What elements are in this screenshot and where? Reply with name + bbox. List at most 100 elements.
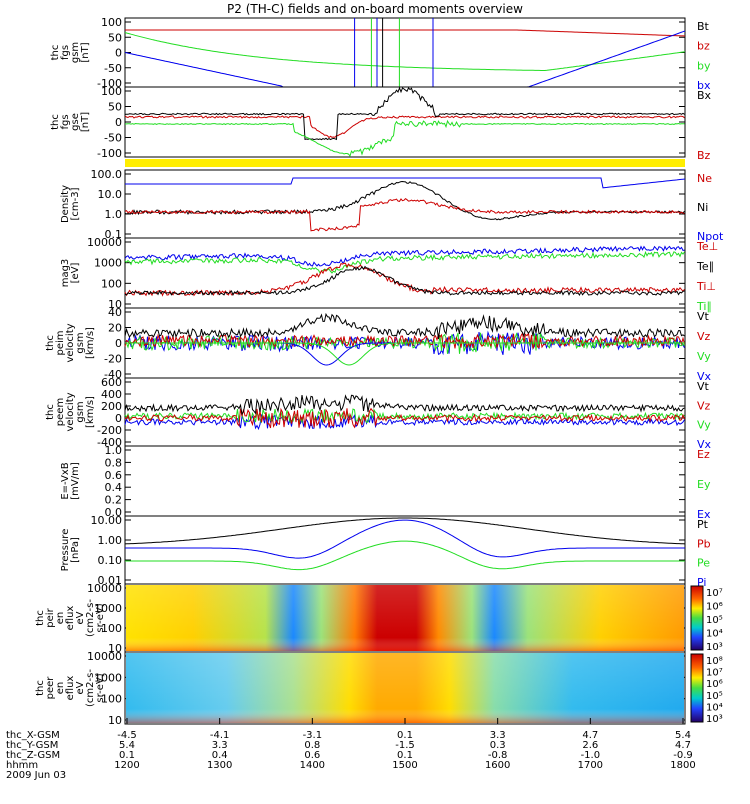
y-axis-label-line: gse bbox=[70, 113, 81, 131]
legend-entry: Bt bbox=[697, 20, 710, 33]
y-tick-label: 10 bbox=[108, 642, 122, 655]
y-tick-label: 100.0 bbox=[91, 168, 123, 181]
ephemeris-value: 3.3 bbox=[490, 730, 506, 741]
series-by bbox=[124, 32, 686, 71]
legend-entry: Vt bbox=[697, 310, 710, 323]
ephemeris-value: 0.4 bbox=[212, 750, 228, 761]
ephemeris-value: 1300 bbox=[207, 760, 232, 771]
y-tick-label: 100 bbox=[101, 85, 122, 98]
y-tick-label: -100 bbox=[97, 77, 122, 90]
y-axis-label-line: en bbox=[55, 612, 66, 625]
panel-density: 100.0 10.0 1.0 0.1 Density [cm-3] Ne Ni Npot bbox=[60, 168, 724, 243]
y-axis-label-line: (cm2-s- bbox=[85, 599, 96, 637]
spectrogram-shade bbox=[126, 653, 684, 723]
y-tick-label: 50 bbox=[108, 31, 122, 44]
panel-frame bbox=[124, 515, 686, 585]
y-tick-label: 1.0 bbox=[105, 208, 123, 221]
y-tick-label: 10000 bbox=[87, 582, 122, 595]
y-tick-label: 0.0 bbox=[105, 506, 123, 519]
y-axis-label-line: Pressure bbox=[60, 529, 71, 572]
ephemeris-value: 0.1 bbox=[397, 730, 413, 741]
y-tick-label: -400 bbox=[97, 436, 122, 449]
series-ni bbox=[124, 180, 685, 221]
y-tick-label: -100 bbox=[97, 147, 122, 160]
series-pi bbox=[125, 519, 685, 559]
y-axis-label-line: [mV/m] bbox=[70, 462, 81, 500]
y-axis-label-line: velocity bbox=[65, 323, 76, 362]
legend-entry: Pe bbox=[697, 557, 710, 570]
y-axis-label-line: [nPa] bbox=[70, 537, 81, 563]
legend-entry: Vy bbox=[697, 419, 711, 432]
ephemeris-value: -0.8 bbox=[488, 750, 508, 761]
colorbar-label: 10⁴ bbox=[706, 702, 723, 713]
series-vt bbox=[124, 312, 685, 340]
y-axis-label-line: [nT] bbox=[80, 42, 91, 62]
legend-entry: Vz bbox=[697, 399, 711, 412]
y-tick-label: -50 bbox=[104, 62, 122, 75]
colorbar-label: 10⁸ bbox=[706, 656, 723, 667]
series-vy bbox=[124, 407, 685, 425]
y-axis-label-line: peem bbox=[55, 398, 66, 426]
y-tick-label: -50 bbox=[104, 132, 122, 145]
ephemeris-label: 2009 Jun 03 bbox=[6, 770, 66, 781]
ephemeris-value: 4.7 bbox=[582, 730, 598, 741]
y-axis-label-line: gsm bbox=[70, 42, 81, 63]
y-axis-label: thc fgs gse [nT] bbox=[50, 112, 91, 132]
y-tick-label: 1.0 bbox=[105, 444, 123, 457]
y-tick-label: 100 bbox=[101, 693, 122, 706]
legend-entry: Pt bbox=[697, 518, 709, 531]
y-axis-label-line: mag3 bbox=[60, 259, 71, 288]
y-axis-label-line: eflux bbox=[65, 606, 76, 631]
separator-bar bbox=[125, 159, 685, 167]
y-tick-label: 40 bbox=[108, 306, 122, 319]
ephemeris-value: 1400 bbox=[300, 760, 325, 771]
legend-entry: by bbox=[697, 59, 711, 72]
colorbar-label: 10⁴ bbox=[706, 629, 723, 640]
ephemeris-value: -4.1 bbox=[210, 730, 230, 741]
series-vz bbox=[124, 331, 685, 349]
series-by bbox=[124, 119, 685, 158]
series-ti-perp bbox=[124, 262, 685, 297]
y-axis-label-line: thc bbox=[45, 335, 56, 351]
panel-temperature: 10000 1000 100 10 mag3 [eV] Te⊥ Te∥ Ti⊥ Ti∥ bbox=[60, 236, 718, 313]
y-axis-label-line: thc bbox=[50, 45, 61, 61]
legend-entry: Vx bbox=[697, 438, 712, 451]
panel-efield: 1.00.80.60.40.20.0 E=-VxB [mV/m] Ez Ey Ex bbox=[60, 444, 711, 521]
ephemeris-value: -0.9 bbox=[673, 750, 693, 761]
y-tick-label: 100 bbox=[101, 16, 122, 29]
y-axis-label-line: sr-eV) bbox=[95, 673, 106, 702]
series-ti-par bbox=[124, 250, 685, 274]
y-tick-label: 0 bbox=[115, 47, 122, 60]
ephemeris-value: -3.1 bbox=[303, 730, 323, 741]
y-tick-label: 10 bbox=[108, 298, 122, 311]
y-tick-label: 1.00 bbox=[98, 534, 123, 547]
series-pe bbox=[125, 540, 685, 571]
y-tick-label: 10.00 bbox=[91, 514, 123, 527]
y-tick-label: 50 bbox=[108, 101, 122, 114]
y-tick-label: 0.8 bbox=[105, 456, 123, 469]
panel-frame bbox=[124, 86, 686, 158]
series-pt bbox=[124, 517, 686, 545]
y-tick-label: 600 bbox=[101, 376, 122, 389]
y-axis-label-line: [cm-3] bbox=[70, 187, 81, 220]
y-axis-label-line: eflux bbox=[65, 676, 76, 701]
ephemeris-value: 5.4 bbox=[119, 740, 135, 751]
y-tick-label: -20 bbox=[104, 353, 122, 366]
y-tick-label: 100 bbox=[101, 277, 122, 290]
y-tick-label: 0 bbox=[115, 116, 122, 129]
y-tick-label: 0 bbox=[115, 412, 122, 425]
ephemeris-value: -1.0 bbox=[581, 750, 601, 761]
y-axis-label-line: [nT] bbox=[80, 112, 91, 132]
legend-entry: Te⊥ bbox=[696, 240, 718, 253]
y-axis-label: mag3 [eV] bbox=[60, 259, 81, 288]
y-tick-label: 0 bbox=[115, 337, 122, 350]
panel-frame bbox=[124, 17, 686, 88]
ephemeris-value: -1.5 bbox=[395, 740, 415, 751]
y-tick-label: 0.6 bbox=[105, 469, 123, 482]
y-axis-label-line: gsm bbox=[75, 401, 86, 422]
y-axis-label-line: thc bbox=[45, 404, 56, 420]
